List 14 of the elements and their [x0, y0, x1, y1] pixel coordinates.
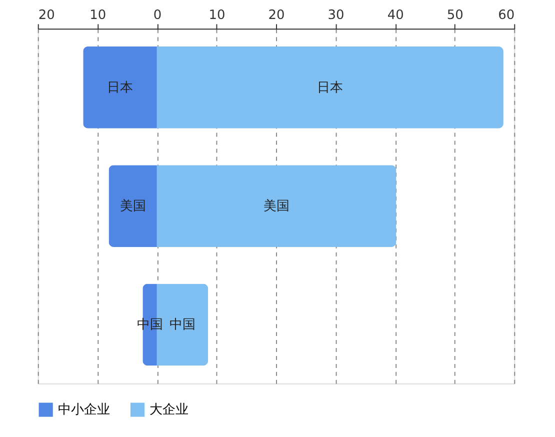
- x-tick-label: 10: [90, 8, 106, 24]
- x-tick-label: 60: [498, 8, 515, 24]
- x-tick-label: 0: [153, 8, 162, 24]
- x-tick-label: 20: [268, 8, 285, 24]
- x-tick-label: 10: [208, 8, 226, 24]
- category-label: 中国: [170, 318, 196, 333]
- x-tick-label: 50: [446, 8, 464, 24]
- x-tick-label: 40: [387, 8, 404, 24]
- x-tick-label: 30: [328, 8, 344, 24]
- category-label: 日本: [317, 80, 344, 96]
- legend-label: 中小企业: [58, 402, 110, 418]
- x-tick-label: 20: [38, 8, 55, 24]
- category-label: 美国: [264, 199, 290, 214]
- legend-label: 大企业: [149, 402, 188, 418]
